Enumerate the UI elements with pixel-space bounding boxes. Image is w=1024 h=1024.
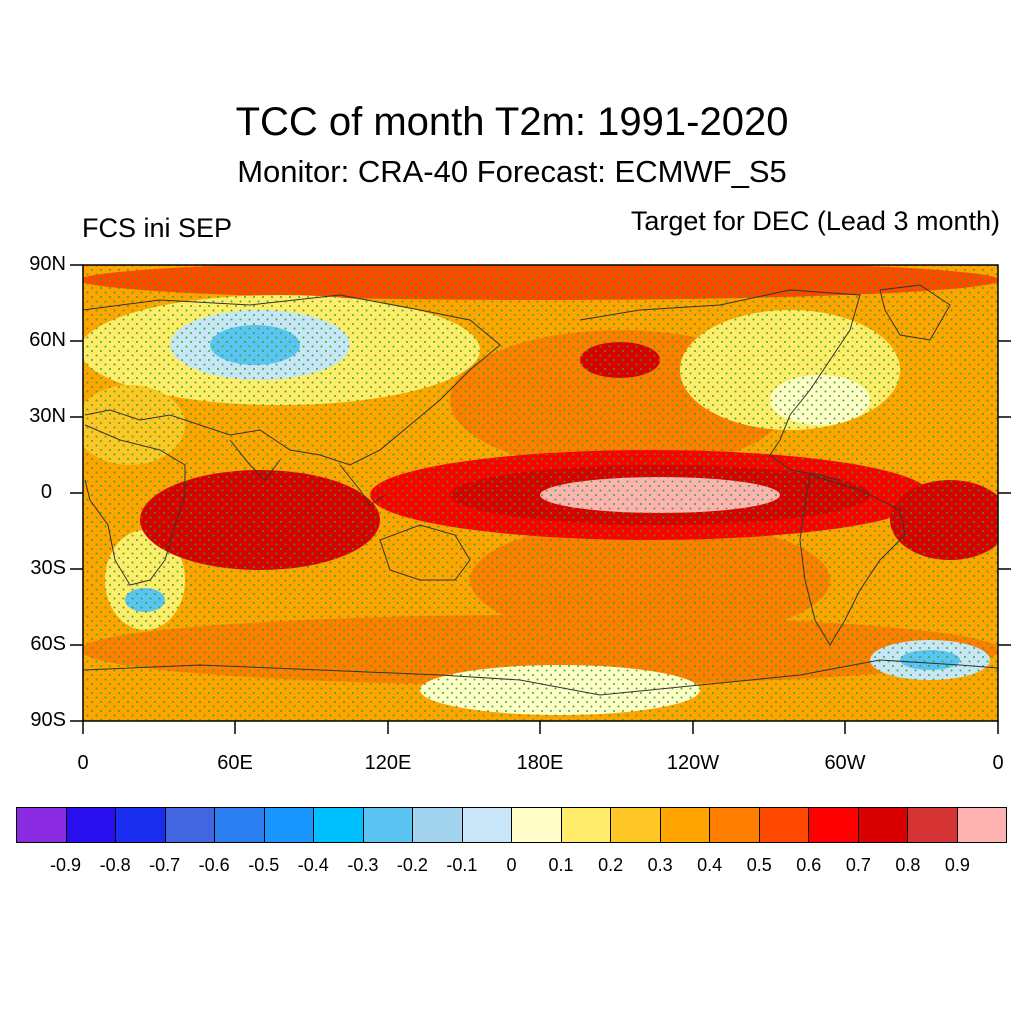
coast-greenland (879, 284, 951, 341)
colorbar-label: 0.3 (647, 855, 673, 875)
target-label: Target for DEC (Lead 3 month) (630, 206, 1000, 236)
coast-australia (379, 524, 471, 581)
lon-tick-180e: 180E (516, 752, 564, 774)
lat-tick-60n: 60N (29, 329, 66, 351)
lon-tick-0: 0 (77, 752, 89, 774)
colorbar-swatch (759, 808, 809, 842)
colorbar-swatch (413, 808, 463, 842)
colorbar-label: -0.2 (396, 855, 428, 875)
colorbar-swatch (561, 808, 611, 842)
colorbar-label: -0.9 (50, 855, 82, 875)
coastlines (83, 284, 998, 696)
subtitle: Monitor: CRA-40 Forecast: ECMWF_S5 (237, 154, 787, 189)
coast-south-america (799, 474, 906, 646)
colorbar-swatch (264, 808, 314, 842)
colorbar-swatch (710, 808, 760, 842)
main-title: TCC of month T2m: 1991-2020 (235, 100, 789, 144)
colorbar-label: 0.5 (746, 855, 772, 875)
colorbar-swatch (611, 808, 661, 842)
map-panel (70, 264, 1011, 734)
colorbar-label: -0.8 (99, 855, 131, 875)
lat-tick-30n: 30N (29, 405, 66, 427)
colorbar-label: -0.3 (347, 855, 379, 875)
colorbar-swatch (858, 808, 908, 842)
colorbar-label: 0.2 (598, 855, 624, 875)
coast-antarctica (83, 659, 998, 696)
colorbar-label: 0.8 (895, 855, 921, 875)
colorbar-label: -0.6 (198, 855, 230, 875)
coast-eurasia (83, 294, 501, 466)
colorbar-label: -0.1 (446, 855, 478, 875)
colorbar-swatch (462, 808, 512, 842)
colorbar-label: 0.6 (796, 855, 822, 875)
colorbar-swatch (363, 808, 413, 842)
axis-ticks (70, 264, 1011, 734)
coast-se-asia (339, 464, 386, 506)
colorbar-label: -0.5 (248, 855, 280, 875)
colorbar-label: -0.7 (149, 855, 181, 875)
colorbar-swatch (116, 808, 166, 842)
lon-tick-120e: 120E (364, 752, 412, 774)
colorbar-swatch (512, 808, 562, 842)
colorbar-swatch (17, 808, 67, 842)
coast-north-america (579, 289, 861, 481)
lat-tick-90n: 90N (29, 253, 66, 275)
stipple-overlay (83, 265, 998, 721)
lat-tick-eq: 0 (40, 481, 52, 503)
colorbar-swatch (314, 808, 364, 842)
colorbar-label: 0.1 (548, 855, 574, 875)
colorbar-swatch (908, 808, 958, 842)
coast-india (229, 439, 281, 481)
lon-tick-60e: 60E (217, 752, 253, 774)
colorbar-swatch (215, 808, 265, 842)
colorbar-swatch (957, 808, 1006, 842)
lat-tick-60s: 60S (30, 633, 66, 655)
colorbar-label: 0.4 (697, 855, 723, 875)
colorbar-swatch (66, 808, 116, 842)
colorbar-swatch (165, 808, 215, 842)
colorbar-swatch (809, 808, 859, 842)
colorbar-label: -0.4 (297, 855, 329, 875)
lat-tick-90s: 90S (30, 709, 66, 731)
lat-tick-30s: 30S (30, 557, 66, 579)
colorbar (16, 807, 1007, 843)
coast-africa (84, 424, 186, 586)
lon-tick-60w: 60W (824, 752, 866, 774)
lon-tick-120w: 120W (666, 752, 720, 774)
colorbar-label: 0.7 (845, 855, 871, 875)
lon-tick-0-east: 0 (992, 752, 1004, 774)
colorbar-swatch (660, 808, 710, 842)
colorbar-label: 0 (506, 855, 517, 875)
init-label: FCS ini SEP (82, 213, 233, 243)
colorbar-label: 0.9 (944, 855, 970, 875)
